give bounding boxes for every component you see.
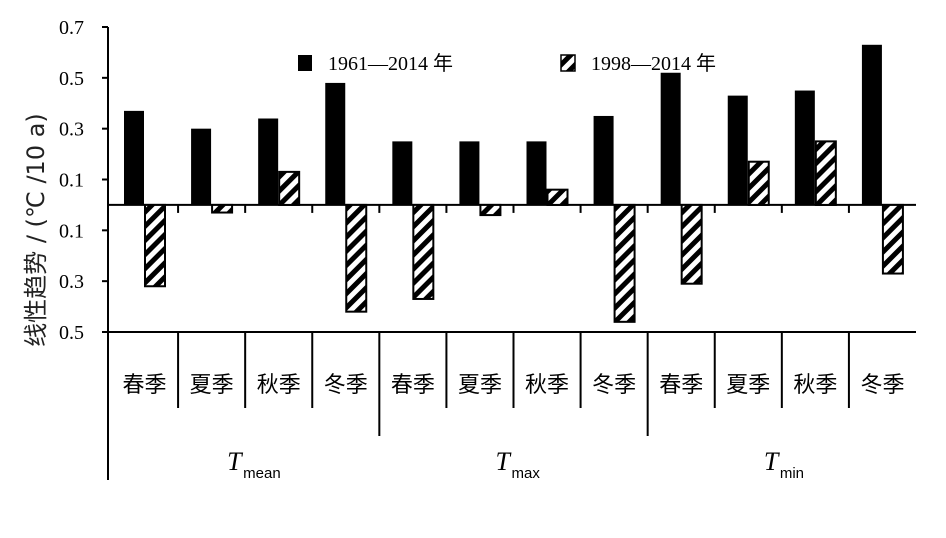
bar-1961-2014 xyxy=(861,44,882,205)
group-label-subscript: max xyxy=(512,465,541,482)
bar-1961-2014 xyxy=(593,115,614,205)
y-tick-label: 0.7 xyxy=(59,17,84,39)
y-tick-label: 0.1 xyxy=(59,220,84,242)
bar-1998-2014 xyxy=(278,170,301,206)
bar-1998-2014 xyxy=(881,203,904,275)
category-label: 冬季 xyxy=(324,373,368,398)
y-axis-label: 线性趋势 / (℃ /10 a) xyxy=(22,113,50,347)
category-label: 秋季 xyxy=(525,373,569,398)
category-label: 夏季 xyxy=(190,373,234,398)
bar-1961-2014 xyxy=(392,141,413,205)
y-tick-label: 0.3 xyxy=(59,119,84,141)
category-label: 秋季 xyxy=(793,373,837,398)
bar-1998-2014 xyxy=(613,203,636,323)
category-label: 春季 xyxy=(659,373,703,398)
axes xyxy=(102,26,916,480)
bar-1961-2014 xyxy=(660,72,681,205)
y-tick-label: 0.1 xyxy=(59,170,84,192)
group-label-subscript: min xyxy=(780,465,804,482)
bar-1961-2014 xyxy=(794,90,815,205)
bar-1998-2014 xyxy=(747,160,770,206)
bar-1961-2014 xyxy=(727,95,748,205)
bars xyxy=(124,44,904,323)
group-label: T xyxy=(764,447,780,476)
category-label: 冬季 xyxy=(592,373,636,398)
bar-1961-2014 xyxy=(191,128,212,205)
category-label: 冬季 xyxy=(860,373,904,398)
category-label: 春季 xyxy=(123,373,167,398)
bar-1961-2014 xyxy=(526,141,547,205)
category-label: 夏季 xyxy=(458,373,502,398)
bar-1961-2014 xyxy=(258,118,279,205)
bar-1998-2014 xyxy=(546,188,569,206)
category-labels: 春季 夏季 秋季 冬季 春季 夏季 秋季 冬季 春季 夏季 秋季 冬季 xyxy=(123,373,905,398)
y-tick-label: 0.3 xyxy=(59,271,84,293)
legend-swatch xyxy=(298,55,312,71)
legend-label: 1998—2014 年 xyxy=(591,52,716,75)
legend: 1961—2014 年 1998—2014 年 xyxy=(298,52,716,75)
group-label: T xyxy=(496,447,512,476)
bar-1961-2014 xyxy=(459,141,480,205)
legend-label: 1961—2014 年 xyxy=(328,52,453,75)
bar-1998-2014 xyxy=(345,203,368,313)
bar-1998-2014 xyxy=(412,203,435,300)
bar-1961-2014 xyxy=(325,82,346,205)
bar-1998-2014 xyxy=(680,203,703,285)
y-tick-label: 0.5 xyxy=(59,322,84,344)
bar-1998-2014 xyxy=(814,140,837,206)
group-label: T xyxy=(227,447,243,476)
bar-1998-2014 xyxy=(211,203,234,214)
category-label: 春季 xyxy=(391,373,435,398)
bar-1998-2014 xyxy=(144,203,166,288)
y-tick-labels: 0.7 0.5 0.3 0.1 0.1 0.3 0.5 xyxy=(59,17,84,344)
bar-1998-2014 xyxy=(479,203,502,217)
y-tick-label: 0.5 xyxy=(59,68,84,90)
legend-swatch xyxy=(560,54,576,72)
bar-1961-2014 xyxy=(124,110,144,205)
category-label: 夏季 xyxy=(726,373,770,398)
group-label-subscript: mean xyxy=(243,465,281,482)
category-label: 秋季 xyxy=(257,373,301,398)
